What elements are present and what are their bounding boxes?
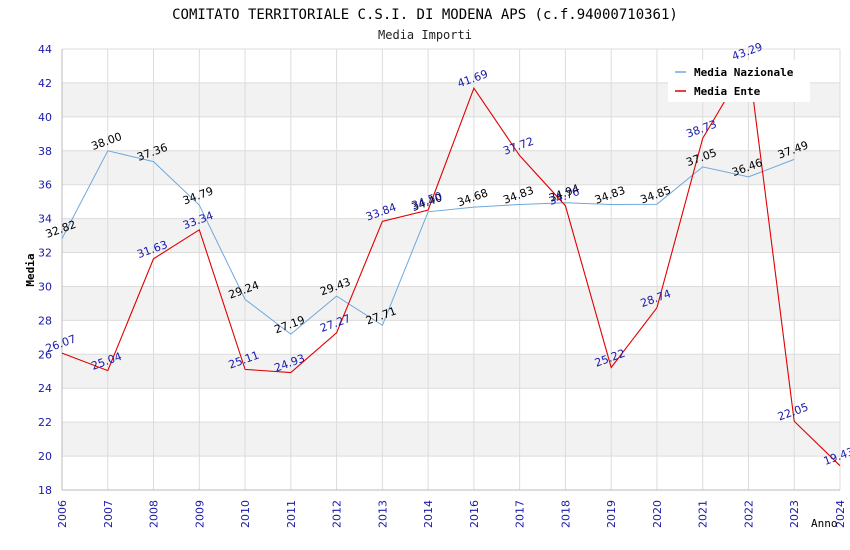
y-tick-label: 40 xyxy=(38,111,52,124)
x-tick-label: 2011 xyxy=(285,500,298,528)
x-tick-label: 2008 xyxy=(148,500,161,528)
grid-band xyxy=(62,286,840,321)
data-label-nazionale: 34.85 xyxy=(639,183,673,206)
y-tick-label: 32 xyxy=(38,247,52,260)
grid-band xyxy=(62,422,840,457)
x-tick-label: 2013 xyxy=(376,500,389,528)
series-lines xyxy=(61,59,841,467)
y-tick-label: 20 xyxy=(38,450,52,463)
grid-band xyxy=(62,150,840,185)
x-tick-label: 2022 xyxy=(742,500,755,528)
x-tick-label: 2024 xyxy=(834,500,847,528)
legend-box xyxy=(668,60,810,102)
x-tick-label: 2021 xyxy=(697,500,710,528)
y-tick-label: 24 xyxy=(38,382,52,395)
x-tick-label: 2017 xyxy=(514,500,527,528)
series-line-media-nazionale xyxy=(61,150,795,335)
grid-band xyxy=(62,354,840,389)
background-bands xyxy=(62,82,840,457)
x-tick-label: 2010 xyxy=(239,500,252,528)
x-tick-labels: 2006 2007 2008 2009 2010 2011 2012 2013 2014 2016… xyxy=(56,500,847,528)
x-tick-label: 2007 xyxy=(102,500,115,528)
y-tick-label: 18 xyxy=(38,484,52,497)
legend-label: Media Ente xyxy=(694,85,761,98)
data-label-ente: 22.05 xyxy=(776,401,810,424)
axes xyxy=(61,49,840,491)
y-tick-label: 38 xyxy=(38,145,52,158)
series-line-media-ente xyxy=(61,59,841,467)
y-tick-label: 30 xyxy=(38,280,52,293)
y-tick-label: 36 xyxy=(38,179,52,192)
legend-label: Media Nazionale xyxy=(694,66,794,79)
data-label-nazionale: 34.83 xyxy=(501,184,535,207)
x-tick-label: 2009 xyxy=(193,500,206,528)
y-tick-label: 34 xyxy=(38,213,52,226)
x-tick-label: 2019 xyxy=(605,500,618,528)
chart-title: COMITATO TERRITORIALE C.S.I. DI MODENA A… xyxy=(172,7,678,23)
chart-subtitle: Media Importi xyxy=(378,28,472,42)
grid-band xyxy=(62,218,840,253)
data-label-ente: 38.73 xyxy=(684,118,718,141)
y-axis-label: Media xyxy=(24,253,37,286)
data-label-nazionale: 34.68 xyxy=(456,186,490,209)
x-tick-label: 2012 xyxy=(331,500,344,528)
y-tick-label: 28 xyxy=(38,314,52,327)
y-tick-label: 26 xyxy=(38,348,52,361)
x-tick-label: 2020 xyxy=(651,500,664,528)
y-tick-label: 22 xyxy=(38,416,52,429)
y-tick-labels: 18 20 22 24 26 28 30 32 34 36 38 40 42 44 xyxy=(38,43,52,497)
legend: Media Nazionale Media Ente xyxy=(668,60,810,102)
y-tick-label: 42 xyxy=(38,77,52,90)
data-label-nazionale: 38.00 xyxy=(90,130,124,153)
x-tick-label: 2014 xyxy=(422,500,435,528)
x-axis-label: Anno xyxy=(811,517,838,530)
x-tick-label: 2018 xyxy=(559,500,572,528)
data-label-ente: 43.29 xyxy=(730,40,764,63)
x-tick-label: 2006 xyxy=(56,500,69,528)
y-tick-label: 44 xyxy=(38,43,52,56)
data-label-ente: 26.07 xyxy=(44,332,78,355)
x-tick-label: 2016 xyxy=(468,500,481,528)
x-tick-label: 2023 xyxy=(788,500,801,528)
data-label-nazionale: 34.83 xyxy=(593,184,627,207)
